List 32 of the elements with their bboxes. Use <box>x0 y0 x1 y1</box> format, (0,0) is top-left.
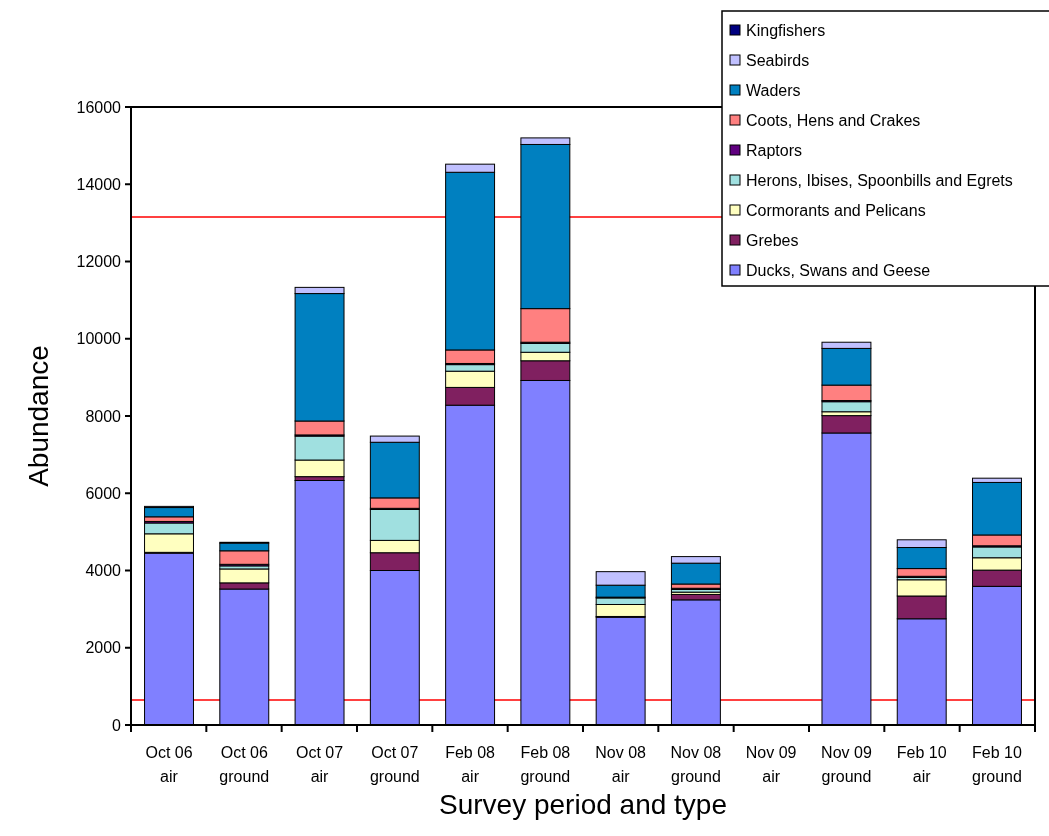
x-axis-title: Survey period and type <box>439 789 727 820</box>
x-tick-label: Oct 07 air <box>295 744 344 785</box>
legend-label: Coots, Hens and Crakes <box>746 111 921 129</box>
legend-label: Seabirds <box>746 51 810 69</box>
y-tick-label: 14000 <box>76 175 122 193</box>
y-tick-label: 16000 <box>76 98 122 116</box>
x-tick-label: Nov 08 ground <box>670 744 722 785</box>
x-tick-label: Nov 09 ground <box>821 744 872 785</box>
x-tick-label: Oct 07 ground <box>369 744 420 785</box>
x-tick-label: Nov 09 air <box>745 744 797 785</box>
legend-label: Cormorants and Pelicans <box>746 201 926 219</box>
y-axis-title: Abundance <box>23 345 54 487</box>
y-tick-label: 0 <box>112 716 122 734</box>
x-tick-label: Oct 06 air <box>145 744 193 785</box>
y-tick-label: 2000 <box>85 639 122 657</box>
x-tick-label: Oct 06 ground <box>219 744 270 785</box>
x-tick-label: Feb 08 air <box>445 744 496 785</box>
legend-label: Herons, Ibises, Spoonbills and Egrets <box>746 171 1013 189</box>
legend-label: Grebes <box>746 231 799 249</box>
y-tick-label: 4000 <box>85 562 122 580</box>
y-tick-label: 8000 <box>85 407 122 425</box>
y-tick-label: 12000 <box>76 253 122 271</box>
y-tick-label: 6000 <box>85 484 122 502</box>
x-tick-label: Feb 08 ground <box>520 744 571 785</box>
legend-label: Raptors <box>746 141 803 159</box>
y-tick-label: 10000 <box>76 330 122 348</box>
x-tick-label: Feb 10 air <box>896 744 947 785</box>
legend-label: Waders <box>746 81 801 99</box>
legend-label: Ducks, Swans and Geese <box>746 261 931 279</box>
legend-label: Kingfishers <box>746 21 826 39</box>
x-tick-label: Nov 08 air <box>595 744 647 785</box>
x-tick-label: Feb 10 ground <box>972 744 1022 785</box>
